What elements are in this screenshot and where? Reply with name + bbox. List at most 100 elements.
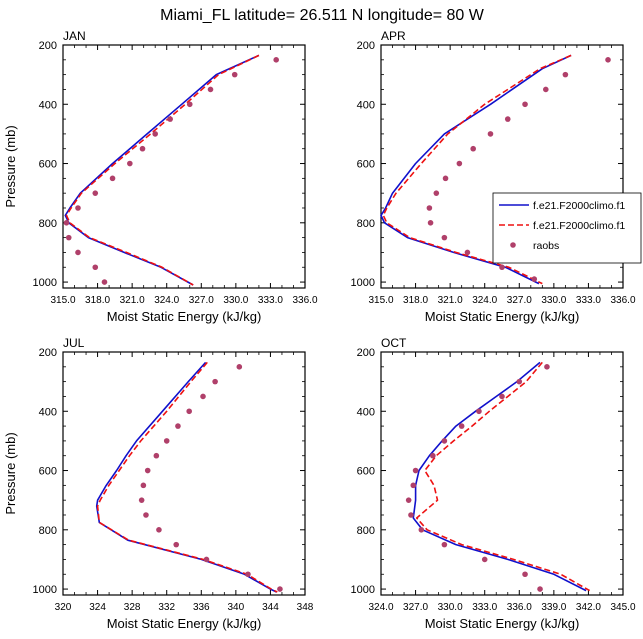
- raobs-point: [200, 393, 206, 400]
- raobs-point: [418, 527, 425, 533]
- x-axis-label: Moist Static Energy (kJ/kg): [107, 309, 262, 324]
- raobs-point: [516, 378, 523, 385]
- raobs-point: [63, 220, 70, 226]
- raobs-point: [212, 378, 218, 385]
- legend-label: f.e21.F2000climo.f1: [533, 220, 625, 232]
- raobs-point: [245, 571, 251, 578]
- x-tick-label: 340: [228, 602, 245, 613]
- raobs-point: [470, 145, 476, 152]
- x-axis-label: Moist Static Energy (kJ/kg): [425, 616, 580, 631]
- raobs-point: [464, 249, 471, 256]
- raobs-point: [175, 423, 181, 429]
- x-tick-label: 320: [55, 602, 72, 613]
- raobs-point: [441, 438, 448, 444]
- raobs-point: [456, 160, 463, 167]
- x-tick-label: 342.0: [576, 602, 601, 613]
- plot-frame: [62, 351, 306, 596]
- raobs-point: [109, 175, 116, 182]
- x-tick-label: 318.0: [403, 295, 428, 306]
- raobs-point: [75, 205, 81, 211]
- y-tick-label: 1000: [351, 584, 375, 596]
- x-tick-label: 318.0: [85, 295, 110, 306]
- raobs-point: [441, 234, 448, 241]
- raobs-point: [427, 220, 434, 226]
- x-tick-label: 345.0: [610, 602, 635, 613]
- raobs-point: [143, 512, 149, 518]
- panel-label: JUL: [63, 336, 85, 350]
- raobs-point: [522, 101, 528, 108]
- x-tick-label: 336.0: [507, 602, 532, 613]
- legend-label: raobs: [533, 240, 559, 252]
- raobs-point: [144, 467, 151, 474]
- panel-label: APR: [381, 29, 406, 43]
- raobs-point: [412, 467, 419, 474]
- legend-label: f.e21.F2000climo.f1: [533, 200, 625, 212]
- y-tick-label: 1000: [33, 584, 57, 596]
- raobs-point: [156, 527, 162, 533]
- y-tick-label: 800: [357, 525, 375, 537]
- raobs-point: [531, 276, 538, 282]
- y-tick-label: 200: [39, 40, 57, 52]
- series-line-solid: [64, 54, 260, 286]
- raobs-point: [236, 364, 243, 370]
- x-tick-label: 344: [262, 602, 279, 613]
- y-tick-label: 600: [357, 159, 375, 171]
- raobs-point: [186, 101, 193, 108]
- panel-jul: JUL 320 324 328 332 336 340 344 348 200 400 600 800 1…: [3, 336, 314, 631]
- y-tick-label: 600: [39, 466, 57, 478]
- x-tick-label: 324.0: [154, 295, 179, 306]
- x-tick-label: 339.0: [541, 602, 566, 613]
- raobs-point: [410, 482, 417, 489]
- raobs-point: [504, 116, 511, 122]
- y-tick-label: 800: [39, 525, 57, 537]
- raobs-point: [441, 541, 448, 548]
- plot-frame: [62, 44, 306, 289]
- x-axis-label: Moist Static Energy (kJ/kg): [107, 616, 262, 631]
- y-tick-label: 800: [357, 218, 375, 230]
- legend: f.e21.F2000climo.f1 f.e21.F2000climo.f1 ra…: [492, 192, 642, 264]
- raobs-point: [127, 160, 133, 167]
- raobs-point: [458, 423, 465, 429]
- x-tick-label: 333.0: [472, 602, 497, 613]
- raobs-point: [426, 205, 433, 211]
- raobs-point: [140, 482, 147, 489]
- x-tick-label: 332: [158, 602, 175, 613]
- raobs-point: [499, 264, 505, 271]
- raobs-point: [92, 264, 99, 271]
- x-tick-label: 333.0: [576, 295, 601, 306]
- raobs-point: [562, 71, 569, 78]
- y-axis-label: Pressure (mb): [3, 432, 18, 514]
- x-tick-label: 321.0: [438, 295, 463, 306]
- raobs-point: [277, 586, 283, 592]
- raobs-point: [476, 408, 482, 415]
- panel-jan: JAN 315.0 318.0 321.0 324.0 327.0 330.0 333.0 33…: [3, 29, 318, 324]
- x-tick-label: 324.0: [472, 295, 497, 306]
- raobs-point: [167, 116, 173, 122]
- raobs-point: [481, 556, 488, 563]
- raobs-point: [163, 438, 170, 444]
- raobs-point: [522, 571, 528, 578]
- x-tick-label: 324: [89, 602, 106, 613]
- y-tick-label: 400: [357, 406, 375, 418]
- plot-frame: [380, 44, 624, 289]
- series-line-dashed: [96, 361, 278, 593]
- raobs-point: [65, 234, 72, 241]
- panel-label: JAN: [63, 29, 86, 43]
- x-tick-label: 327.0: [403, 602, 428, 613]
- x-tick-label: 330.0: [541, 295, 566, 306]
- raobs-point: [139, 145, 146, 152]
- y-tick-label: 600: [39, 159, 57, 171]
- y-tick-label: 1000: [33, 277, 57, 289]
- y-tick-label: 400: [357, 99, 375, 111]
- x-tick-label: 327.0: [507, 295, 532, 306]
- raobs-point: [153, 452, 160, 459]
- x-tick-label: 315.0: [368, 295, 393, 306]
- x-tick-label: 324.0: [368, 602, 393, 613]
- raobs-point: [433, 190, 440, 196]
- x-tick-label: 336: [193, 602, 210, 613]
- y-axis-label: Pressure (mb): [3, 125, 18, 207]
- raobs-point: [203, 556, 210, 563]
- y-tick-label: 400: [39, 99, 57, 111]
- raobs-point: [408, 512, 414, 518]
- series-line-dashed: [415, 361, 590, 592]
